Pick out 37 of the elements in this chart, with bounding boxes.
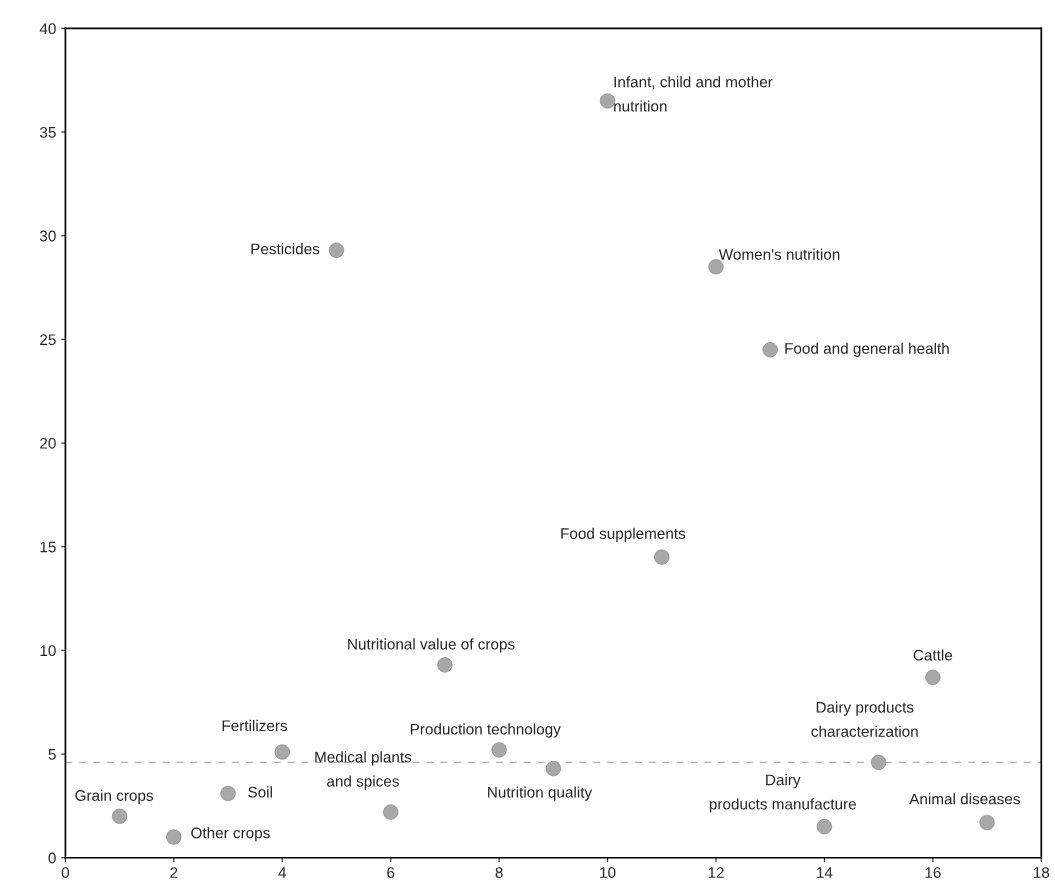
annotation: Soil — [248, 786, 272, 798]
y-tick-label: 10 — [40, 645, 56, 657]
point — [220, 785, 236, 802]
annotation: Nutrition quality — [488, 786, 593, 801]
y-tick-label: 15 — [40, 541, 56, 553]
annotation: Animal diseases — [909, 793, 1020, 805]
annotation: Food supplements — [561, 527, 686, 542]
y-tick-label: 0 — [48, 852, 56, 864]
x-tick-label: 12 — [708, 867, 724, 878]
x-tick-label: 16 — [925, 867, 941, 878]
y-tick-label: 5 — [48, 749, 56, 760]
x-tick-label: 0 — [61, 867, 70, 878]
x-tick-label: 10 — [600, 867, 616, 878]
annotation: Nutritional value of crops — [348, 638, 515, 653]
annotation: Production technology — [410, 723, 561, 738]
y-tick-label: 40 — [39, 23, 56, 35]
annotation: Food and general health — [785, 342, 949, 357]
x-tick-label: 8 — [495, 867, 503, 878]
annotation: Infant, child and mother nutrition — [614, 76, 773, 112]
annotation: Other crops — [191, 827, 270, 842]
annotation: Fertilizers — [222, 719, 288, 732]
y-tick-label: 30 — [39, 230, 56, 242]
y-tick-label: 35 — [39, 126, 56, 138]
annotation: Pesticides — [251, 243, 320, 255]
x-tick-label: 2 — [170, 867, 178, 878]
annotation: Dairy products characterization — [811, 701, 918, 737]
y-tick-label: 25 — [40, 334, 56, 346]
x-tick-label: 14 — [817, 867, 833, 878]
annotation: Grain crops — [75, 789, 153, 804]
annotation: Medical plants and spices — [315, 751, 412, 790]
y-tick-label: 20 — [40, 437, 56, 449]
annotation: Dairy products manufacture — [709, 774, 856, 813]
x-tick-label: 4 — [278, 867, 287, 878]
annotation: Cattle — [913, 649, 953, 661]
annotation: Women's nutrition — [718, 248, 840, 260]
x-tick-label: 18 — [1033, 867, 1050, 878]
x-tick-label: 6 — [387, 867, 395, 878]
